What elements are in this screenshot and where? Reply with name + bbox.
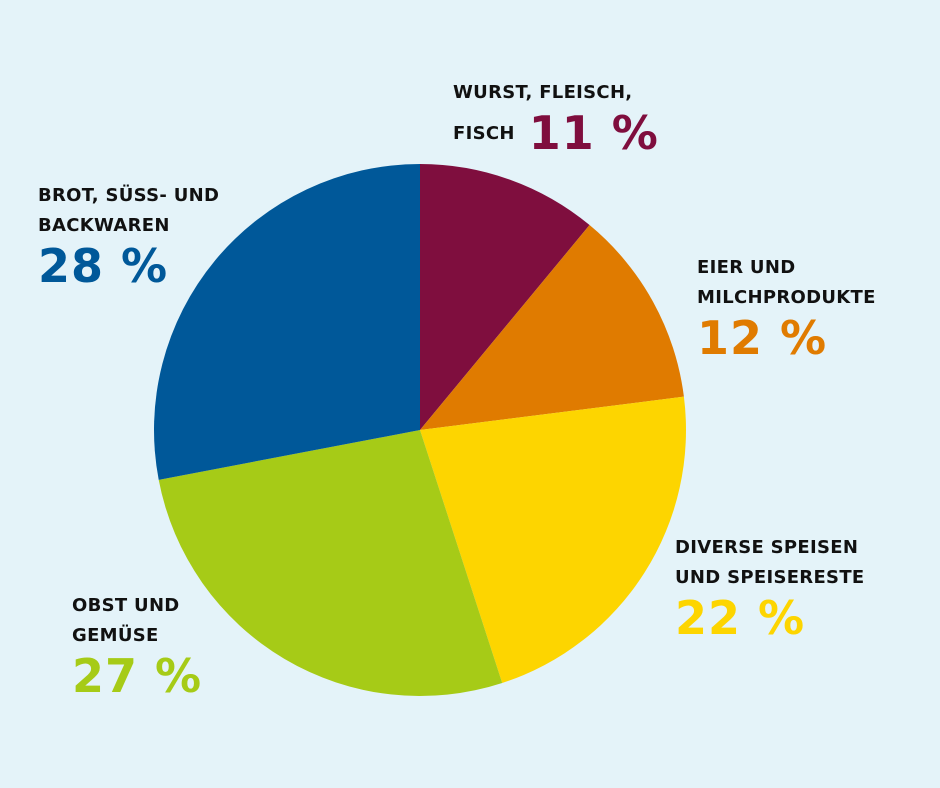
- label-wurst: WURST, FLEISCH, FISCH 11 %: [453, 78, 659, 158]
- pie-slice-4: [153, 164, 420, 480]
- label-line: GEMÜSE: [72, 625, 159, 646]
- label-line: EIER UND: [697, 257, 796, 278]
- label-line: OBST UND: [72, 595, 180, 616]
- pie-slice-2: [420, 396, 686, 683]
- label-line: BACKWAREN: [38, 215, 170, 236]
- percent-label: 12 %: [697, 311, 828, 365]
- label-diverse: DIVERSE SPEISEN UND SPEISERESTE 22 %: [675, 533, 865, 643]
- percent-label: 27 %: [72, 649, 203, 703]
- pie-slice-1: [420, 225, 684, 430]
- label-line: UND SPEISERESTE: [675, 567, 865, 588]
- pie-slice-0: [420, 164, 590, 430]
- label-brot: BROT, SÜSS- UND BACKWAREN 28 %: [38, 181, 219, 291]
- label-line: FISCH: [453, 123, 515, 144]
- label-line: WURST, FLEISCH,: [453, 82, 633, 103]
- pie-slice-3: [158, 430, 503, 696]
- percent-label: 11 %: [528, 106, 659, 160]
- label-eier: EIER UND MILCHPRODUKTE 12 %: [697, 253, 876, 363]
- label-line: MILCHPRODUKTE: [697, 287, 876, 308]
- label-line: DIVERSE SPEISEN: [675, 537, 859, 558]
- label-line: BROT, SÜSS- UND: [38, 185, 220, 206]
- percent-label: 22 %: [675, 591, 806, 645]
- label-obst: OBST UND GEMÜSE 27 %: [72, 591, 202, 701]
- percent-label: 28 %: [38, 239, 169, 293]
